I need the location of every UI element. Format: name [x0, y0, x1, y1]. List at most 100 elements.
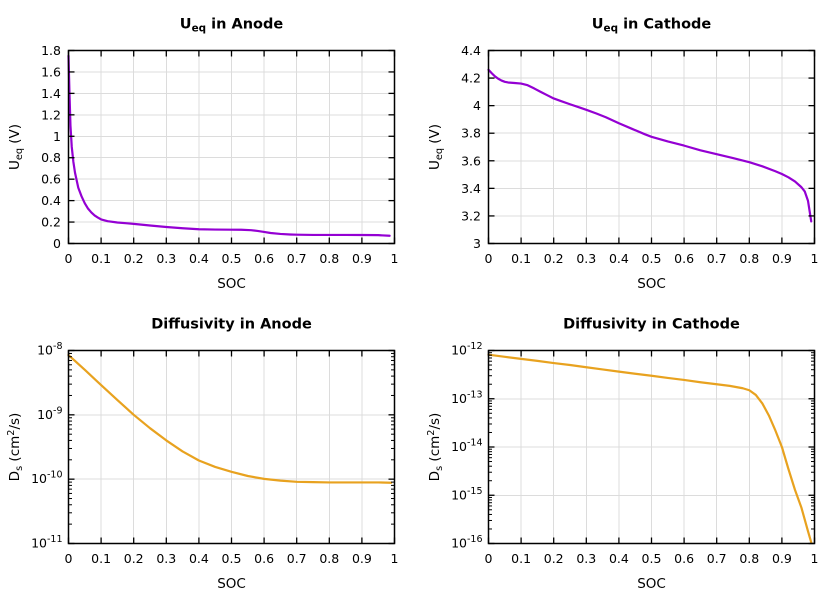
tick-marks — [67, 49, 396, 245]
x-tick-label: 1 — [811, 551, 819, 566]
y-tick-label: 4.2 — [461, 71, 481, 86]
label-segment: s — [434, 466, 445, 471]
y-tick-label: 3.4 — [461, 181, 481, 196]
y-tick-label: 3.2 — [461, 208, 481, 223]
minor-tick-marks — [488, 352, 815, 530]
log-base: 10 — [451, 391, 467, 406]
log-base: 10 — [451, 343, 467, 358]
x-tick-label: 0.3 — [576, 551, 596, 566]
panel-ueq-cathode: 0 0.1 0.2 0.3 0.4 0.5 0.6 0.7 0.8 0.9 1 3 3.2 3.4 3.6 3… — [427, 17, 818, 293]
y-tick-label: 1.8 — [41, 43, 61, 58]
y-tick-label: 10-9 — [37, 405, 62, 422]
label-segment: Diffusivity in Anode — [151, 317, 312, 333]
y-tick-label: 1.4 — [41, 86, 61, 101]
label-segment: eq — [192, 23, 207, 35]
label-segment: (cm — [427, 436, 443, 466]
log-base: 10 — [37, 343, 53, 358]
grid — [68, 50, 395, 244]
chart-title: Diffusivity in Anode — [151, 317, 312, 333]
y-tick-label: 4 — [473, 98, 481, 113]
x-tick-label: 0.8 — [319, 251, 339, 266]
x-tick-label: 0.5 — [642, 551, 662, 566]
y-tick-label: 1 — [53, 129, 61, 144]
label-segment: U — [180, 17, 192, 33]
log-base: 10 — [451, 439, 467, 454]
label-segment: 2 — [6, 430, 17, 436]
label-segment: (V) — [427, 124, 443, 148]
x-tick-label: 1 — [391, 551, 399, 566]
x-axis-label: SOC — [217, 276, 246, 292]
tick-marks — [487, 49, 816, 245]
x-tick-label: 0.8 — [739, 551, 759, 566]
x-axis-label: SOC — [637, 276, 666, 292]
x-tick-label: 1 — [391, 251, 399, 266]
log-exponent: -8 — [53, 341, 62, 352]
log-exponent: -13 — [467, 389, 483, 400]
y-tick-label: 10-13 — [451, 389, 482, 406]
y-tick-label: 10-15 — [451, 486, 482, 503]
chart-title: Ueq in Cathode — [592, 17, 712, 35]
tick-marks — [487, 349, 816, 545]
y-tick-label: 0.8 — [41, 150, 61, 165]
chart-title: Ueq in Anode — [180, 17, 284, 35]
y-tick-label: 0.6 — [41, 172, 61, 187]
y-tick-label: 10-10 — [31, 470, 62, 487]
y-tick-label: 0.2 — [41, 215, 61, 230]
panel-ueq-anode: 0 0.1 0.2 0.3 0.4 0.5 0.6 0.7 0.8 0.9 1 0 0.2 0.4 0.6 0… — [7, 17, 399, 293]
grid — [488, 350, 815, 544]
y-tick-label: 10-14 — [451, 438, 482, 455]
x-axis-label: SOC — [637, 576, 666, 592]
x-tick-label: 0.9 — [352, 251, 372, 266]
x-tick-label: 0.2 — [124, 251, 144, 266]
x-tick-label: 0 — [65, 551, 73, 566]
y-tick-label: 10-11 — [31, 534, 62, 551]
x-tick-label: 0.4 — [609, 251, 629, 266]
minor-tick-marks — [68, 352, 395, 525]
grid — [488, 50, 815, 244]
x-tick-label: 0.7 — [287, 551, 307, 566]
x-tick-label: 0.1 — [91, 551, 111, 566]
x-tick-label: 0 — [485, 551, 493, 566]
label-segment: in Anode — [206, 17, 283, 33]
log-base: 10 — [31, 471, 47, 486]
y-tick-label: 10-8 — [37, 341, 62, 358]
x-tick-label: 0.2 — [124, 551, 144, 566]
log-exponent: -15 — [467, 486, 483, 497]
x-tick-label: 0.3 — [576, 251, 596, 266]
y-tick-label: 10-12 — [451, 341, 482, 358]
label-segment: /s) — [427, 413, 443, 430]
label-segment: eq — [434, 148, 445, 160]
y-axis-label: Ueq (V) — [7, 124, 25, 170]
series-line — [487, 68, 813, 223]
x-tick-label: 0.4 — [189, 251, 209, 266]
log-base: 10 — [451, 536, 467, 551]
log-exponent: -10 — [47, 470, 63, 481]
x-tick-label: 0.9 — [352, 551, 372, 566]
y-axis-label: Ueq (V) — [427, 124, 445, 170]
label-segment: (V) — [7, 124, 23, 148]
label-segment: U — [592, 17, 604, 33]
series-line — [67, 54, 391, 237]
x-tick-label: 0.1 — [511, 551, 531, 566]
x-tick-label: 0.6 — [254, 251, 274, 266]
x-tick-label: 0.1 — [511, 251, 531, 266]
panel-diffusivity-cathode: 0 0.1 0.2 0.3 0.4 0.5 0.6 0.7 0.8 0.9 110-1210-131… — [426, 317, 819, 593]
log-exponent: -16 — [467, 534, 483, 545]
x-tick-label: 0.6 — [674, 551, 694, 566]
log-exponent: -12 — [467, 341, 483, 352]
label-segment: D — [7, 471, 23, 481]
y-tick-label: 4.4 — [461, 43, 481, 58]
x-tick-label: 0.3 — [156, 251, 176, 266]
x-tick-label: 0.7 — [287, 251, 307, 266]
x-tick-label: 0.8 — [739, 251, 759, 266]
x-tick-label: 0.8 — [319, 551, 339, 566]
x-tick-label: 0.9 — [772, 551, 792, 566]
x-tick-label: 0.5 — [642, 251, 662, 266]
y-tick-label: 0 — [53, 236, 61, 251]
x-tick-label: 0.7 — [707, 251, 727, 266]
label-segment: U — [427, 160, 443, 170]
label-segment: eq — [14, 148, 25, 160]
log-base: 10 — [451, 487, 467, 502]
y-tick-label: 10-16 — [451, 534, 482, 551]
